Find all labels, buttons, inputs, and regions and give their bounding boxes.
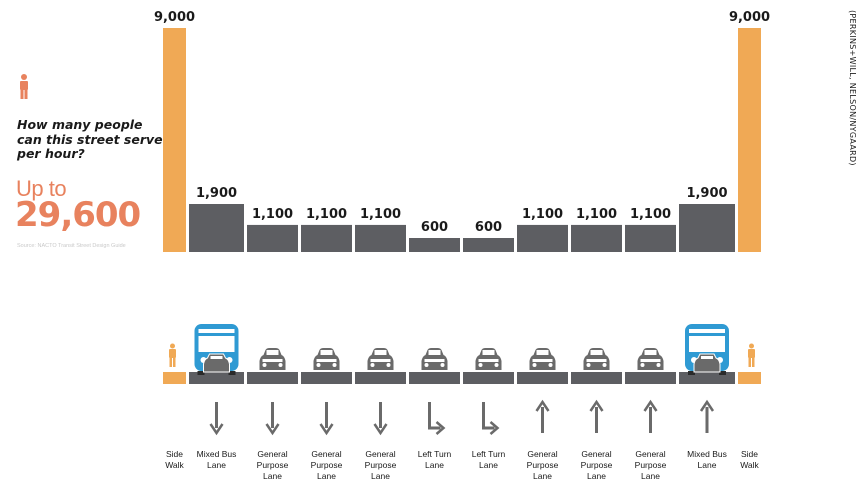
car-icon-7 bbox=[529, 348, 556, 370]
bus-icon-1 bbox=[194, 324, 239, 375]
value-label-7: 1,100 bbox=[522, 207, 563, 222]
arrow-down-icon-2 bbox=[265, 402, 280, 436]
source-note: Source: NACTO Transit Street Design Guid… bbox=[17, 243, 126, 249]
car-icon-5 bbox=[421, 348, 448, 370]
arrow-up-icon-10 bbox=[699, 399, 715, 433]
bar-5 bbox=[409, 238, 460, 252]
value-label-8: 1,100 bbox=[576, 207, 617, 222]
bar-6 bbox=[463, 238, 514, 252]
value-label-3: 1,100 bbox=[306, 207, 347, 222]
value-label-0: 9,000 bbox=[154, 10, 195, 25]
category-label-11-0: Side bbox=[741, 449, 758, 459]
category-label-7-2: Lane bbox=[533, 471, 552, 481]
bars-layer: 9,000 1,900 1,100 1,100 1,100 600 600 1,100 1,10… bbox=[154, 10, 770, 252]
category-label-8-2: Lane bbox=[587, 471, 606, 481]
category-label-9-2: Lane bbox=[641, 471, 660, 481]
value-label-2: 1,100 bbox=[252, 207, 293, 222]
category-label-7-0: General bbox=[527, 449, 557, 459]
category-label-5-1: Lane bbox=[425, 460, 444, 470]
category-label-2-2: Lane bbox=[263, 471, 282, 481]
value-label-10: 1,900 bbox=[686, 186, 727, 201]
lane-strip-10 bbox=[679, 372, 735, 384]
lane-strip-9 bbox=[625, 372, 676, 384]
category-label-1-0: Mixed Bus bbox=[197, 449, 237, 459]
category-label-10-1: Lane bbox=[698, 460, 717, 470]
category-label-4-0: General bbox=[365, 449, 395, 459]
total-value: 29,600 bbox=[15, 195, 141, 235]
photo-credit: (PERKINS+WILL, NELSON/NYGAARD) bbox=[848, 10, 857, 166]
bar-2 bbox=[247, 224, 298, 252]
lane-strip-3 bbox=[301, 372, 352, 384]
value-label-5: 600 bbox=[421, 220, 448, 235]
lane-strip-1 bbox=[189, 372, 244, 384]
bar-9 bbox=[625, 224, 676, 252]
category-label-7-1: Purpose bbox=[527, 460, 559, 470]
car-icon-4 bbox=[367, 348, 394, 370]
value-label-11: 9,000 bbox=[729, 10, 770, 25]
car-icon-2 bbox=[259, 348, 286, 370]
category-label-10-0: Mixed Bus bbox=[687, 449, 727, 459]
arrow-up-icon-8 bbox=[589, 399, 604, 433]
car-icon-9 bbox=[637, 348, 664, 370]
category-label-8-0: General bbox=[581, 449, 611, 459]
question-text: How many people can this street serve pe… bbox=[17, 117, 163, 161]
total-prefix: Up to bbox=[16, 176, 67, 201]
category-label-11-1: Walk bbox=[740, 460, 759, 470]
arrow-down-icon-3 bbox=[319, 402, 334, 436]
category-label-9-0: General bbox=[635, 449, 665, 459]
street-layer bbox=[163, 324, 761, 384]
category-label-2-1: Purpose bbox=[257, 460, 289, 470]
sidewalk-strip-11 bbox=[738, 372, 761, 384]
category-label-3-2: Lane bbox=[317, 471, 336, 481]
bar-8 bbox=[571, 224, 622, 252]
car-icon-6 bbox=[475, 348, 502, 370]
pedestrian-icon-11 bbox=[748, 343, 755, 367]
person-icon bbox=[20, 74, 28, 99]
sidewalk-strip-0 bbox=[163, 372, 186, 384]
bar-1 bbox=[189, 204, 244, 252]
lane-strip-8 bbox=[571, 372, 622, 384]
value-label-6: 600 bbox=[475, 220, 502, 235]
bar-11 bbox=[738, 28, 761, 252]
category-label-0-1: Walk bbox=[165, 460, 184, 470]
value-label-4: 1,100 bbox=[360, 207, 401, 222]
category-label-2-0: General bbox=[257, 449, 287, 459]
category-label-3-1: Purpose bbox=[311, 460, 343, 470]
turn-arrow-icon-6 bbox=[482, 402, 500, 435]
bar-7 bbox=[517, 224, 568, 252]
lane-strip-6 bbox=[463, 372, 514, 384]
lane-strip-2 bbox=[247, 372, 298, 384]
category-label-4-1: Purpose bbox=[365, 460, 397, 470]
category-label-6-0: Left Turn bbox=[472, 449, 506, 459]
arrows-layer bbox=[209, 399, 715, 436]
arrow-up-icon-7 bbox=[535, 399, 550, 433]
bus-icon-10 bbox=[685, 324, 729, 375]
category-label-8-1: Purpose bbox=[581, 460, 613, 470]
category-label-1-1: Lane bbox=[207, 460, 226, 470]
lane-strip-4 bbox=[355, 372, 406, 384]
category-label-0-0: Side bbox=[166, 449, 183, 459]
bar-10 bbox=[679, 204, 735, 252]
bar-4 bbox=[355, 224, 406, 252]
category-label-3-0: General bbox=[311, 449, 341, 459]
turn-arrow-icon-5 bbox=[428, 402, 446, 435]
arrow-down-icon-1 bbox=[209, 402, 224, 436]
car-icon-3 bbox=[313, 348, 340, 370]
pedestrian-icon-0 bbox=[169, 343, 176, 367]
lane-strip-7 bbox=[517, 372, 568, 384]
arrow-down-icon-4 bbox=[373, 402, 388, 436]
arrow-up-icon-9 bbox=[643, 399, 658, 433]
category-label-5-0: Left Turn bbox=[418, 449, 452, 459]
bar-0 bbox=[163, 28, 186, 252]
bar-3 bbox=[301, 224, 352, 252]
car-icon-8 bbox=[583, 348, 610, 370]
category-label-4-2: Lane bbox=[371, 471, 390, 481]
category-label-6-1: Lane bbox=[479, 460, 498, 470]
category-label-9-1: Purpose bbox=[635, 460, 667, 470]
value-label-1: 1,900 bbox=[196, 186, 237, 201]
value-label-9: 1,100 bbox=[630, 207, 671, 222]
lane-strip-5 bbox=[409, 372, 460, 384]
